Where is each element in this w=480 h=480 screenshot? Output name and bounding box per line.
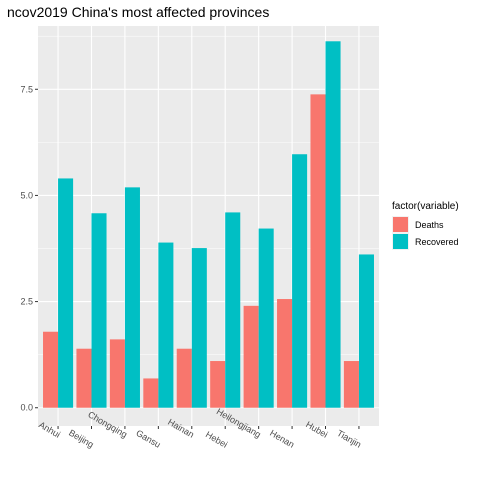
x-tick-label: Gansu — [134, 428, 162, 450]
bar-recovered-heilongjiang — [258, 228, 274, 408]
bar-deaths-hebei — [210, 361, 226, 408]
bar-deaths-anhui — [43, 331, 59, 408]
bar-deaths-gansu — [143, 378, 159, 408]
y-tick-label: 7.5 — [20, 84, 33, 94]
legend-swatch-deaths — [393, 217, 408, 232]
bar-deaths-hubei — [310, 94, 326, 408]
bar-deaths-hainan — [176, 348, 192, 408]
bar-recovered-gansu — [158, 242, 174, 408]
bar-recovered-hainan — [191, 248, 207, 408]
chart-title: ncov2019 China's most affected provinces — [7, 4, 269, 20]
legend-title: factor(variable) — [392, 201, 459, 212]
legend: factor(variable) Deaths Recovered — [392, 201, 459, 250]
bar-deaths-beijing — [76, 348, 92, 408]
bar-deaths-heilongjiang — [243, 305, 259, 408]
bar-recovered-anhui — [58, 178, 74, 408]
bar-deaths-chongqing — [109, 339, 125, 408]
x-tick-label: Hebei — [204, 429, 229, 449]
y-tick-label: 2.5 — [20, 297, 33, 307]
bar-deaths-henan — [277, 299, 293, 408]
bar-recovered-tianjin — [358, 254, 374, 408]
bars — [43, 41, 374, 408]
x-tick-label: Beijing — [67, 428, 95, 450]
x-tick-label: Henan — [268, 428, 296, 450]
bar-deaths-tianjin — [343, 361, 359, 408]
y-axis: 0.0 2.5 5.0 7.5 — [20, 84, 38, 413]
bar-recovered-chongqing — [124, 187, 140, 408]
legend-label-recovered: Recovered — [415, 237, 459, 247]
x-tick-label: Tianjin — [335, 428, 363, 450]
legend-label-deaths: Deaths — [415, 220, 444, 230]
bar-recovered-henan — [292, 154, 308, 408]
y-tick-label: 5.0 — [20, 190, 33, 200]
y-tick-label: 0.0 — [20, 403, 33, 413]
bar-recovered-hubei — [325, 41, 341, 408]
legend-swatch-recovered — [393, 234, 408, 249]
bar-recovered-beijing — [91, 213, 107, 408]
bar-recovered-hebei — [225, 212, 241, 408]
